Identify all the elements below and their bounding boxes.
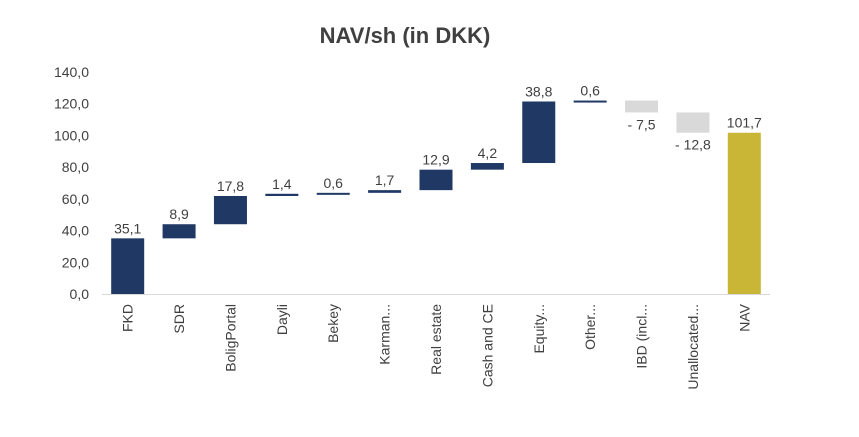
bar-8 bbox=[522, 101, 556, 164]
data-label: - 12,8 bbox=[675, 137, 711, 153]
data-label: 17,8 bbox=[217, 178, 244, 194]
y-tick-label: 40,0 bbox=[62, 223, 89, 239]
x-tick-label: Dayli bbox=[274, 304, 290, 335]
bar-7 bbox=[470, 163, 504, 170]
data-label: 1,7 bbox=[375, 172, 395, 188]
x-tick-label: BoligPortal bbox=[222, 304, 238, 372]
x-tick-label: Karman... bbox=[377, 304, 393, 365]
x-tick-label: Unallocated... bbox=[685, 304, 701, 390]
bar-3 bbox=[265, 193, 299, 197]
data-label: 8,9 bbox=[169, 206, 189, 222]
y-axis: 0,0 20,0 40,0 60,0 80,0 100,0 120,0 140,0 bbox=[54, 64, 89, 302]
data-label: 101,7 bbox=[727, 115, 762, 131]
bar-1 bbox=[162, 224, 196, 239]
bar-5 bbox=[368, 190, 402, 193]
x-tick-label: Real estate bbox=[428, 304, 444, 375]
data-label: 12,9 bbox=[422, 152, 449, 168]
x-tick-label: FKD bbox=[120, 304, 136, 332]
y-tick-label: 80,0 bbox=[62, 159, 89, 175]
x-tick-label: Cash and CE bbox=[479, 304, 495, 387]
y-tick-label: 140,0 bbox=[54, 64, 89, 80]
y-tick-label: 0,0 bbox=[70, 286, 90, 302]
x-tick-label: NAV bbox=[736, 303, 752, 331]
x-tick-label: Bekey bbox=[325, 304, 341, 343]
bar-4 bbox=[316, 192, 350, 195]
bar-12 bbox=[727, 132, 761, 294]
bar-10 bbox=[625, 100, 659, 113]
y-tick-label: 20,0 bbox=[62, 254, 89, 270]
x-tick-label: SDR bbox=[171, 304, 187, 334]
y-tick-label: 60,0 bbox=[62, 191, 89, 207]
x-tick-label: IBD (incl... bbox=[634, 304, 650, 369]
y-tick-label: 100,0 bbox=[54, 127, 89, 143]
bar-9 bbox=[573, 100, 607, 103]
bars bbox=[111, 100, 761, 294]
data-label: 35,1 bbox=[114, 220, 141, 236]
x-tick-label: Equity... bbox=[531, 304, 547, 354]
data-label: 4,2 bbox=[478, 145, 498, 161]
x-axis: FKD SDR BoligPortal Dayli Bekey Karman... Real… bbox=[102, 294, 770, 390]
bar-11 bbox=[676, 112, 710, 133]
data-label: 0,6 bbox=[323, 175, 343, 191]
data-labels: 35,1 8,9 17,8 1,4 0,6 1,7 12,9 4,2 38,8 0,6 - 7,5 -… bbox=[114, 83, 762, 237]
data-label: 1,4 bbox=[272, 176, 292, 192]
bar-6 bbox=[419, 169, 453, 191]
data-label: - 7,5 bbox=[628, 116, 656, 132]
bar-2 bbox=[213, 196, 247, 225]
y-tick-label: 120,0 bbox=[54, 96, 89, 112]
x-tick-label: Other... bbox=[582, 304, 598, 350]
data-label: 38,8 bbox=[525, 83, 552, 99]
bar-0 bbox=[111, 238, 145, 294]
data-label: 0,6 bbox=[580, 83, 600, 99]
chart-title: NAV/sh (in DKK) bbox=[320, 23, 491, 48]
